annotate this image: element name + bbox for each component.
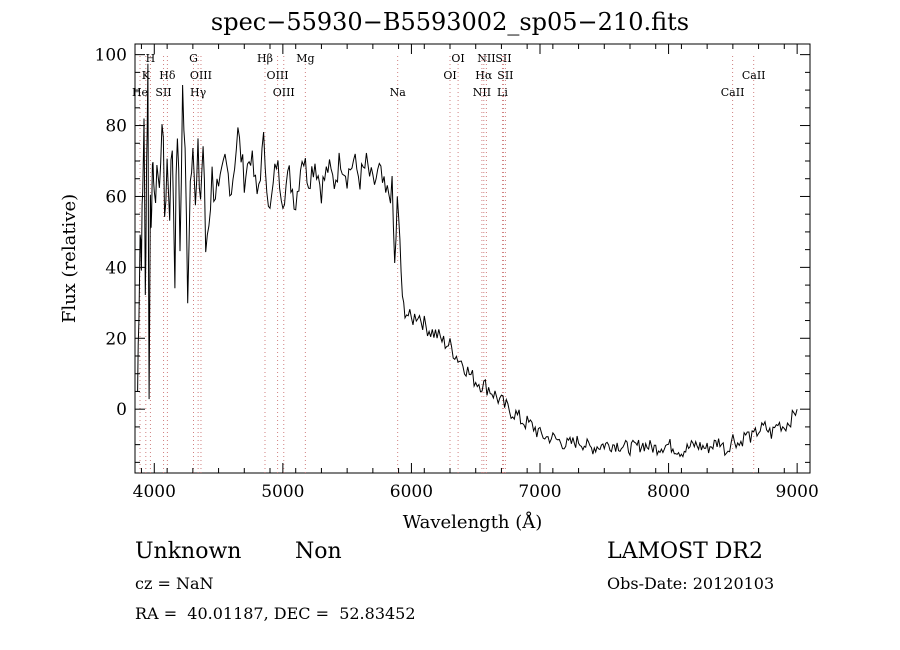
line-marker-label: Hδ — [159, 69, 176, 82]
survey-label: LAMOST DR2 — [607, 539, 763, 564]
y-tick-label: 20 — [105, 329, 127, 349]
line-marker-label: Mg — [296, 52, 314, 65]
line-marker-label: OIII — [267, 69, 289, 82]
line-marker-label: OI — [451, 52, 464, 65]
line-marker-label: K — [142, 69, 151, 82]
y-tick-label: 100 — [95, 46, 127, 66]
line-marker-label: CaII — [742, 69, 766, 82]
line-marker-label: H — [146, 52, 156, 65]
x-tick-label: 7000 — [518, 482, 561, 502]
chart-title: spec−55930−B5593002_sp05−210.fits — [210, 8, 690, 36]
subclass-label: Non — [295, 539, 342, 564]
line-marker-label: OI — [443, 69, 456, 82]
line-marker-label: SII — [155, 86, 171, 99]
line-marker-label: NII — [477, 52, 495, 65]
cz-value: cz = NaN — [135, 574, 214, 593]
obs-date: Obs-Date: 20120103 — [607, 574, 775, 593]
line-marker-label: OIII — [273, 86, 295, 99]
coordinates: RA = 40.01187, DEC = 52.83452 — [135, 604, 416, 623]
x-tick-label: 6000 — [390, 482, 433, 502]
spectrum-line — [137, 63, 798, 458]
y-tick-label: 80 — [105, 117, 127, 137]
line-marker-label: Hα — [475, 69, 493, 82]
x-tick-label: 8000 — [647, 482, 690, 502]
line-marker-label: Hβ — [257, 52, 273, 65]
y-tick-label: 40 — [105, 258, 127, 278]
line-marker-label: OIII — [190, 69, 212, 82]
x-tick-label: 9000 — [776, 482, 819, 502]
line-marker-label: Hγ — [190, 86, 207, 99]
line-marker-label: SII — [497, 69, 513, 82]
x-tick-label: 5000 — [261, 482, 304, 502]
line-marker-label: G — [189, 52, 198, 65]
axis-ticks: 4000 5000 6000 7000 8000 9000 0 20 40 60 80 100 — [95, 44, 819, 502]
x-axis-label: Wavelength (Å) — [403, 511, 543, 533]
line-marker-label: Na — [390, 86, 407, 99]
x-tick-label: 4000 — [133, 482, 176, 502]
line-marker-label: CaII — [721, 86, 745, 99]
y-tick-label: 0 — [116, 400, 127, 420]
line-marker-label: Li — [497, 86, 508, 99]
class-label: Unknown — [135, 539, 242, 564]
line-marker-label: SII — [495, 52, 511, 65]
plot-frame — [134, 43, 811, 474]
y-axis-label: Flux (relative) — [59, 194, 80, 323]
line-marker-label: NII — [473, 86, 491, 99]
y-tick-label: 60 — [105, 187, 127, 207]
line-marker-label: He — [132, 86, 148, 99]
